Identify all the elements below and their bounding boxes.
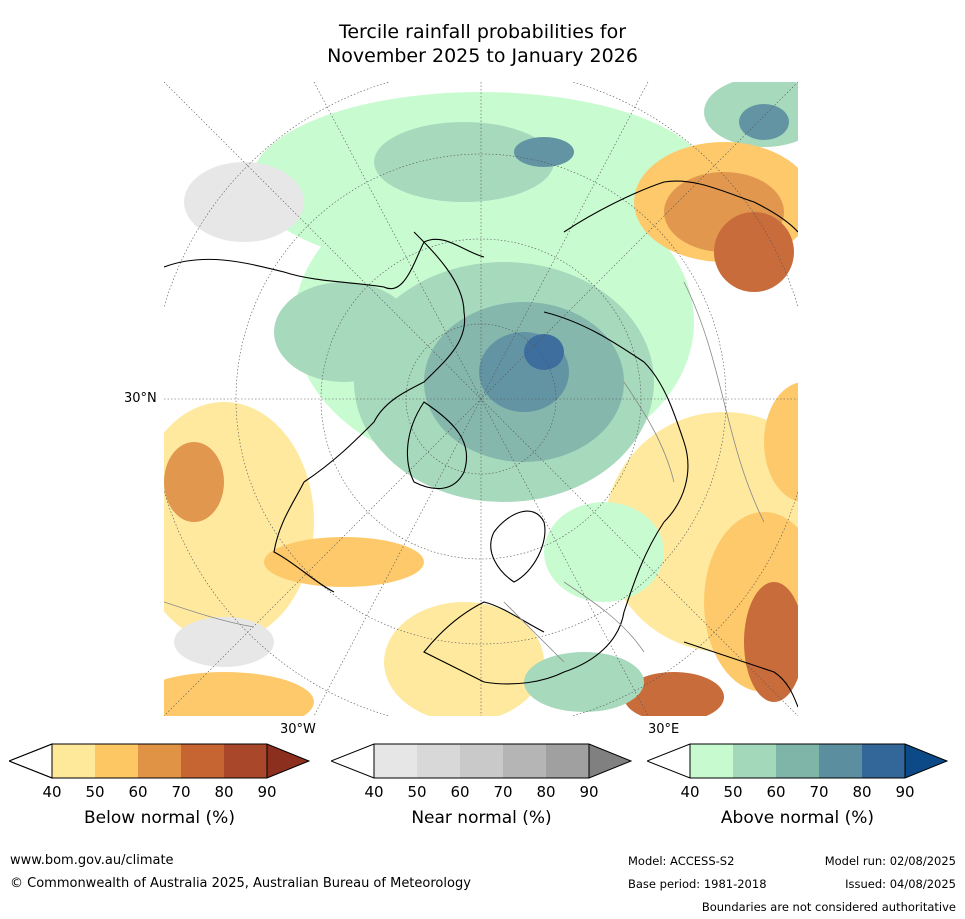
below-normal-colorbar	[9, 743, 310, 779]
country-borders	[164, 281, 765, 663]
below-normal-tick: 60	[128, 783, 148, 801]
title-line-2: November 2025 to January 2026	[327, 45, 638, 67]
below-normal-swatch-40	[9, 743, 53, 779]
above-normal-tick: 80	[852, 783, 872, 801]
above-normal-swatch-90	[905, 744, 947, 778]
near-normal-tick: 90	[579, 783, 599, 801]
below-normal-tick: 40	[42, 783, 62, 801]
lon-label-30e: 30°E	[648, 722, 680, 737]
below-normal-tick: 50	[85, 783, 105, 801]
lat-label-30n: 30°N	[124, 391, 157, 406]
map-title: Tercile rainfall probabilities for Novem…	[0, 20, 965, 68]
above-normal-tick: 60	[766, 783, 786, 801]
near-normal-tick: 60	[450, 783, 470, 801]
below-normal-swatch-50-60	[95, 744, 138, 778]
above-normal-tick: 90	[895, 783, 915, 801]
below-normal-swatch-40-50	[52, 744, 95, 778]
probability-field	[164, 82, 798, 716]
model-run-date: Model run: 02/08/2025	[824, 854, 956, 868]
above-normal-title: Above normal (%)	[720, 808, 875, 828]
base-period: Base period: 1981-2018	[628, 877, 767, 891]
near-normal-tick: 80	[536, 783, 556, 801]
above-normal-swatch-80-90	[862, 744, 905, 778]
coastlines	[164, 180, 798, 708]
near-normal-swatch-80-90	[546, 744, 589, 778]
model-name: Model: ACCESS-S2	[628, 854, 735, 868]
near-normal-swatch-40-50	[374, 744, 417, 778]
above-normal-tick: 40	[680, 783, 700, 801]
near-normal-colorbar	[331, 743, 632, 779]
near-normal-tick: 50	[407, 783, 427, 801]
below-normal-tick: 80	[214, 783, 234, 801]
above-normal-swatch-50-60	[733, 744, 776, 778]
below-normal-swatch-90	[267, 744, 309, 778]
below-normal-swatch-60-70	[138, 744, 181, 778]
near-normal-swatch-70-80	[503, 744, 546, 778]
probability-map[interactable]	[164, 82, 798, 716]
near-normal-swatch-50-60	[417, 744, 460, 778]
title-line-1: Tercile rainfall probabilities for	[338, 21, 627, 43]
near-normal-tick: 70	[493, 783, 513, 801]
issued-date: Issued: 04/08/2025	[845, 877, 956, 891]
below-normal-tick: 90	[257, 783, 277, 801]
above-normal-tick: 70	[809, 783, 829, 801]
above-normal-swatch-60-70	[776, 744, 819, 778]
below-normal-tick: 70	[171, 783, 191, 801]
above-normal-colorbar	[647, 743, 948, 779]
near-normal-swatch-60-70	[460, 744, 503, 778]
boundaries-disclaimer: Boundaries are not considered authoritat…	[701, 900, 956, 914]
below-normal-title: Below normal (%)	[84, 808, 235, 828]
bom-url-link[interactable]: www.bom.gov.au/climate	[10, 853, 174, 868]
map-canvas	[164, 82, 798, 716]
above-normal-swatch-70-80	[819, 744, 862, 778]
near-normal-swatch-90	[589, 744, 631, 778]
above-normal-swatch-40-50	[690, 744, 733, 778]
near-normal-swatch-40	[331, 744, 374, 778]
below-normal-swatch-80-90	[224, 744, 267, 778]
near-normal-title: Near normal (%)	[411, 808, 552, 828]
lon-label-30w: 30°W	[280, 722, 316, 737]
above-normal-swatch-40	[647, 744, 690, 778]
graticule	[164, 82, 798, 716]
above-normal-tick: 50	[723, 783, 743, 801]
copyright-text: © Commonwealth of Australia 2025, Austra…	[10, 876, 471, 891]
near-normal-tick: 40	[364, 783, 384, 801]
below-normal-swatch-70-80	[181, 744, 224, 778]
